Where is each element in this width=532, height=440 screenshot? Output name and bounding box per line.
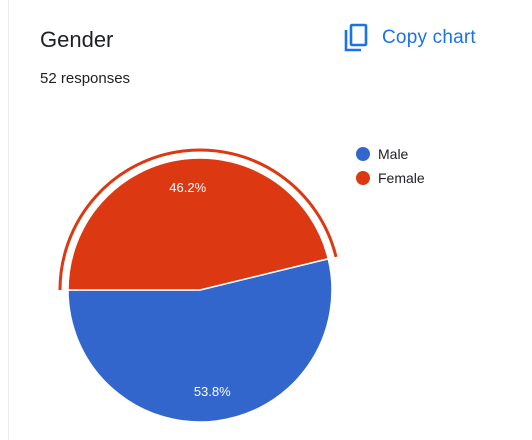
- chart-legend: Male Female: [356, 142, 425, 190]
- legend-item-female[interactable]: Female: [356, 166, 425, 190]
- card-left-border: [8, 0, 9, 440]
- legend-item-male[interactable]: Male: [356, 142, 425, 166]
- slice-highlight-female: [58, 148, 338, 291]
- copy-chart-button[interactable]: Copy chart: [338, 18, 484, 58]
- legend-swatch-male: [356, 147, 370, 161]
- pie-slice-female[interactable]: [67, 157, 330, 291]
- legend-label-male: Male: [378, 146, 409, 162]
- copy-chart-label: Copy chart: [382, 27, 476, 48]
- slice-label-female: 46.2%: [169, 180, 206, 195]
- response-count: 52 responses: [40, 70, 131, 87]
- question-title: Gender: [40, 27, 114, 52]
- slice-label-male: 53.8%: [194, 384, 231, 399]
- legend-label-female: Female: [378, 170, 425, 186]
- copy-icon: [342, 22, 370, 54]
- pie-slice-male[interactable]: [67, 257, 333, 423]
- legend-swatch-female: [356, 171, 370, 185]
